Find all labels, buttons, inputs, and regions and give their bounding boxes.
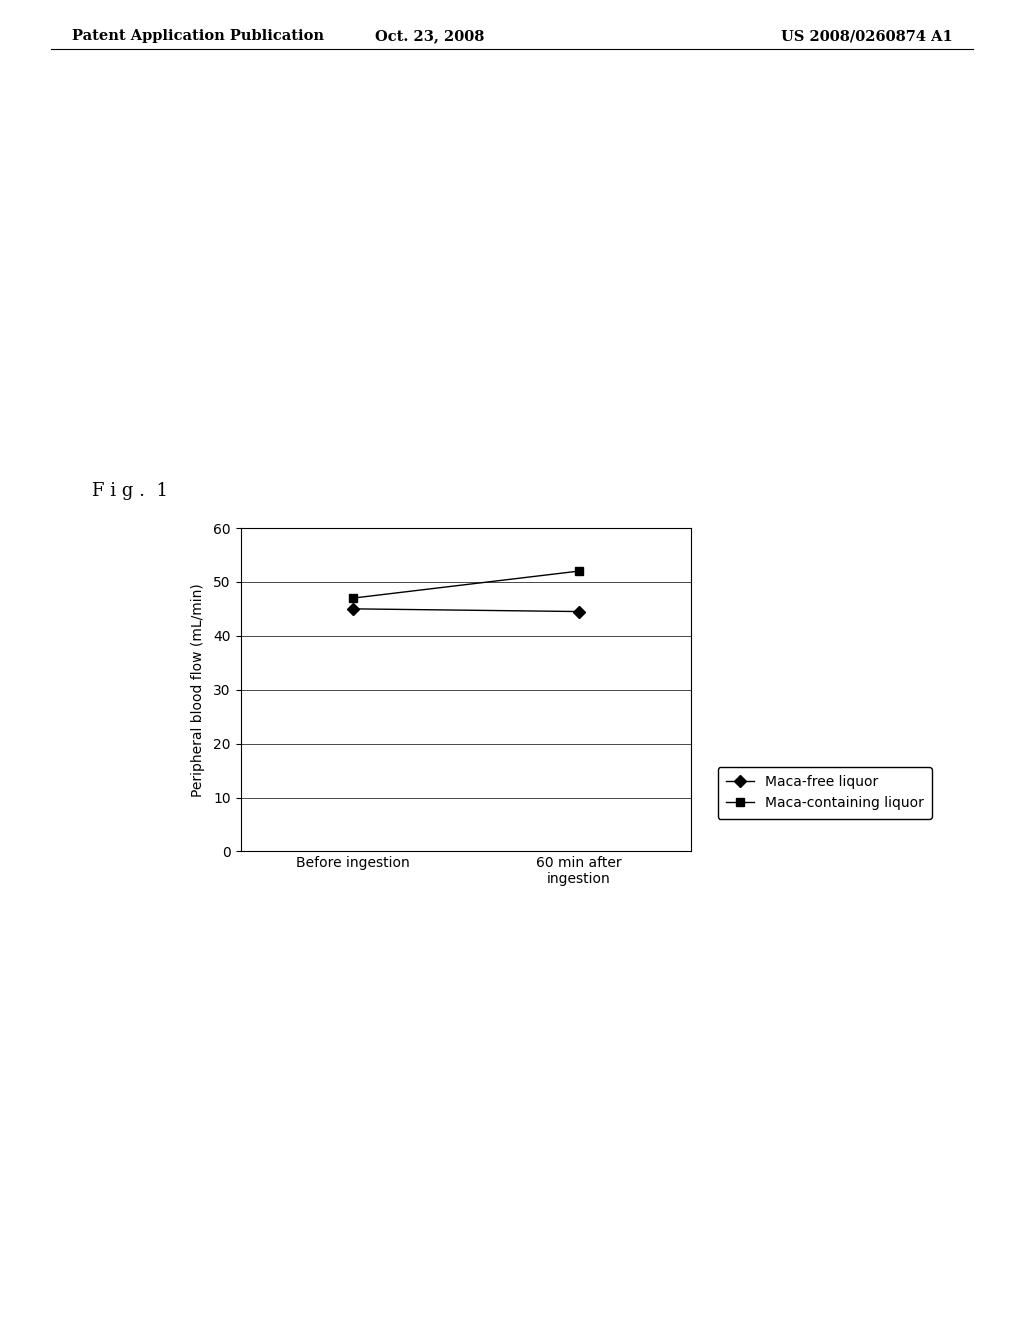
Line: Maca-free liquor: Maca-free liquor [349,605,583,615]
Text: Oct. 23, 2008: Oct. 23, 2008 [376,29,484,44]
Maca-containing liquor [572,564,585,579]
Maca-free liquor [572,603,585,619]
Maca-containing liquor [347,590,359,606]
Line: Maca-containing liquor: Maca-containing liquor [349,568,583,602]
Maca-free liquor [347,601,359,616]
Legend: Maca-free liquor, Maca-containing liquor: Maca-free liquor, Maca-containing liquor [718,767,932,818]
Text: F i g .  1: F i g . 1 [92,482,168,500]
Y-axis label: Peripheral blood flow (mL/min): Peripheral blood flow (mL/min) [190,583,205,796]
Text: Patent Application Publication: Patent Application Publication [72,29,324,44]
Text: US 2008/0260874 A1: US 2008/0260874 A1 [780,29,952,44]
